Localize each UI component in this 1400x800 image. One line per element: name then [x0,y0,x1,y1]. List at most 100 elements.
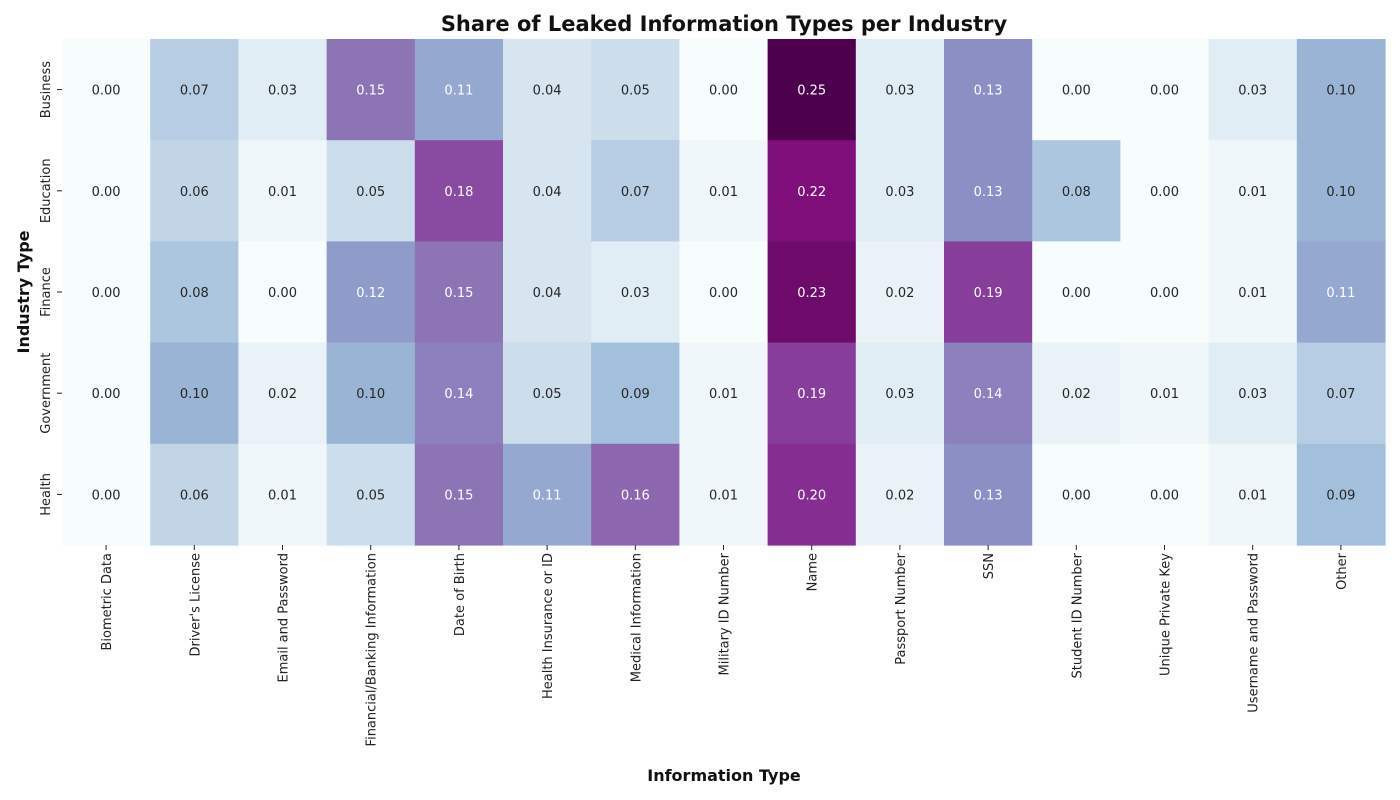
cell-value-label: 0.00 [92,84,121,99]
heatmap-cell [326,39,416,141]
cell-value-label: 0.13 [974,84,1003,99]
heatmap-cell [1296,241,1386,344]
cell-value-label: 0.00 [92,488,121,503]
heatmap-cell [591,443,680,546]
cell-value-label: 0.19 [974,286,1003,301]
heatmap-cell [1120,241,1210,344]
heatmap-cell [767,443,857,546]
cell-value-label: 0.14 [444,387,473,402]
x-tick-label: Date of Birth [453,553,468,636]
cell-value-label: 0.00 [1062,488,1091,503]
y-tick-label: Education [39,158,54,223]
y-axis-ticks: Business Education Finance Government Health [39,61,62,516]
cell-value-label: 0.03 [268,84,297,99]
x-tick-label: Other [1335,552,1350,590]
heatmap-cell [238,342,328,445]
heatmap-cell [944,443,1033,546]
cell-value-label: 0.01 [709,488,738,503]
heatmap-cell [414,39,504,141]
cell-value-label: 0.18 [444,185,473,200]
cell-value-label: 0.06 [180,488,209,503]
cell-value-label: 0.02 [1062,387,1091,402]
cell-value-label: 0.00 [92,185,121,200]
heatmap-cell [679,342,769,445]
x-tick-label: Medical Information [629,553,644,682]
cell-value-label: 0.00 [1150,488,1179,503]
cell-value-label: 0.07 [621,185,650,200]
cell-value-label: 0.01 [1150,387,1179,402]
cell-value-label: 0.07 [180,84,209,99]
heatmap-cells: 0.00 0.07 0.03 0.15 0.11 0.04 0.05 0.00 0.25 0.03… [62,39,1386,546]
heatmap-cell [150,443,239,546]
heatmap-cell [855,241,945,344]
cell-value-label: 0.00 [92,387,121,402]
cell-value-label: 0.03 [885,387,914,402]
cell-value-label: 0.01 [268,488,297,503]
cell-value-label: 0.12 [356,286,385,301]
heatmap-cell [1208,241,1298,344]
cell-value-label: 0.00 [268,286,297,301]
x-tick-label: Username and Password [1247,553,1262,713]
heatmap-cell [503,140,592,242]
cell-value-label: 0.00 [1150,84,1179,99]
cell-value-label: 0.00 [709,84,738,99]
cell-value-label: 0.01 [709,387,738,402]
y-tick-label: Government [39,353,54,434]
cell-value-label: 0.22 [797,185,826,200]
heatmap-cell [679,140,769,242]
cell-value-label: 0.20 [797,488,826,503]
heatmap-cell [1208,140,1298,242]
cell-value-label: 0.09 [621,387,650,402]
cell-value-label: 0.02 [885,488,914,503]
heatmap-cell [414,140,504,242]
heatmap-cell [1296,342,1386,445]
cell-value-label: 0.15 [444,286,473,301]
heatmap-cell [326,443,416,546]
cell-value-label: 0.01 [1238,185,1267,200]
cell-value-label: 0.00 [1150,185,1179,200]
cell-value-label: 0.00 [92,286,121,301]
cell-value-label: 0.00 [1062,84,1091,99]
heatmap-cell [767,140,857,242]
cell-value-label: 0.03 [621,286,650,301]
cell-value-label: 0.01 [1238,488,1267,503]
cell-value-label: 0.08 [180,286,209,301]
heatmap-cell [1296,140,1386,242]
cell-value-label: 0.03 [885,185,914,200]
x-tick-label: Financial/Banking Information [365,553,380,746]
cell-value-label: 0.01 [709,185,738,200]
cell-value-label: 0.03 [885,84,914,99]
heatmap-cell [238,39,328,141]
heatmap-cell [326,241,416,344]
heatmap-cell [150,140,239,242]
cell-value-label: 0.08 [1062,185,1091,200]
heatmap-cell [767,241,857,344]
heatmap-cell [1032,39,1121,141]
cell-value-label: 0.10 [1326,185,1355,200]
heatmap-cell [326,342,416,445]
cell-value-label: 0.15 [444,488,473,503]
heatmap-cell [767,342,857,445]
heatmap-cell [503,39,592,141]
cell-value-label: 0.05 [533,387,562,402]
x-tick-label: Military ID Number [718,552,733,675]
y-tick-label: Finance [39,267,54,317]
heatmap-cell [767,39,857,141]
heatmap-cell [503,241,592,344]
heatmap-cell [1032,443,1121,546]
cell-value-label: 0.10 [180,387,209,402]
cell-value-label: 0.05 [356,488,385,503]
cell-value-label: 0.04 [533,84,562,99]
cell-value-label: 0.11 [444,84,473,99]
heatmap-cell [944,39,1033,141]
heatmap-cell [1208,342,1298,445]
cell-value-label: 0.01 [1238,286,1267,301]
cell-value-label: 0.07 [1326,387,1355,402]
heatmap-cell [591,342,680,445]
cell-value-label: 0.05 [621,84,650,99]
heatmap-cell [679,39,769,141]
cell-value-label: 0.11 [533,488,562,503]
cell-value-label: 0.11 [1326,286,1355,301]
